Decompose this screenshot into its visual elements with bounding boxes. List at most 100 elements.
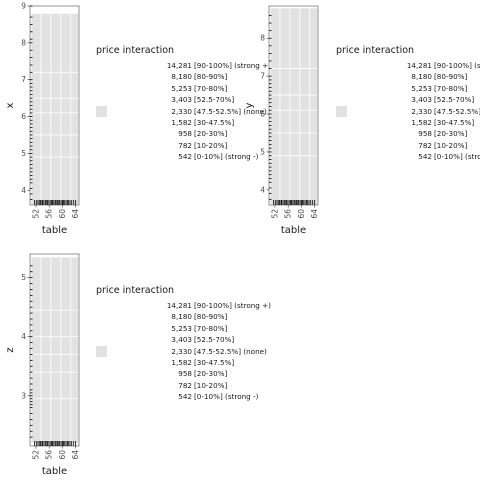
legend-item: 8,180 [80-90%] (336, 71, 480, 82)
heatmap-tile (31, 135, 41, 157)
heatmap-tile (300, 156, 310, 205)
legend-item-count: 1,582 (411, 117, 432, 127)
heatmap-tile (41, 135, 51, 157)
legend-item: 958 [20-30%] (96, 128, 276, 139)
heatmap-tile (51, 372, 61, 399)
legend-item-range: [47.5-52.5%] (none) (194, 346, 267, 356)
panel-z: 3 4 5 52 56 60 64 table z (0, 240, 90, 480)
heatmap-tile (61, 399, 71, 443)
x-tick-label: 52 (31, 450, 40, 460)
legend-item-range: [47.5-52.5%] (none) (434, 106, 480, 116)
heatmap-tile (31, 310, 41, 337)
heatmap-tile (300, 95, 310, 110)
x-tick-label: 52 (31, 209, 40, 219)
y-tick-label: 9 (21, 2, 26, 11)
legend-item-range: [70-80%] (194, 323, 228, 333)
x-tick-label: 56 (45, 209, 54, 219)
heatmap-tile (31, 72, 41, 98)
legend-item-count: 2,330 (171, 106, 192, 116)
heatmap-tile (41, 13, 51, 72)
legend-item-count: 8,180 (171, 72, 192, 82)
legend-item: 3,403 [52.5-70%] (96, 94, 276, 105)
legend-item-range: [47.5-52.5%] (none) (194, 106, 267, 116)
heatmap-tile (300, 133, 310, 156)
legend-item-count: 958 (178, 129, 192, 139)
x-tick-label: 60 (58, 450, 67, 460)
heatmap-tile (51, 337, 61, 355)
legend-item-range: [30-47.5%] (434, 117, 475, 127)
legend-item: 1,582 [30-47.5%] (96, 357, 276, 368)
heatmap-tile (71, 337, 79, 355)
legend-item-range: [0-10%] (strong -) (194, 392, 259, 402)
heatmap-tile (71, 399, 79, 443)
y-tick-label: 8 (260, 34, 265, 43)
heatmap-tile (71, 72, 79, 98)
legend-item-count: 958 (178, 369, 192, 379)
legend-item-range: [30-47.5%] (194, 357, 235, 367)
heatmap-tile (51, 98, 61, 113)
heatmap-tile (31, 399, 41, 443)
y-axis-title: x (5, 102, 16, 108)
heatmap-tile (290, 68, 300, 95)
legend-key-swatch (336, 105, 347, 117)
legend-item-range: [10-20%] (194, 380, 228, 390)
x-tick-label: 64 (71, 450, 80, 460)
legend-item-range: [20-30%] (194, 129, 228, 139)
legend-z: price interaction 14,281 [90-100%] (stro… (96, 285, 271, 401)
heatmap-tile (71, 13, 79, 72)
heatmap-tile (280, 110, 290, 133)
heatmap-tile (61, 98, 71, 113)
heatmap-tile (31, 257, 41, 310)
heatmap-tile (71, 98, 79, 113)
legend-item-count: 3,403 (171, 95, 192, 105)
legend-item-count: 542 (178, 152, 192, 162)
legend-item-count: 1,582 (171, 117, 192, 127)
heatmap-tile (41, 354, 51, 372)
heatmap-tile (51, 399, 61, 443)
legend-item: 14,281 [90-100%] (strong +) (96, 60, 276, 71)
heatmap-tile (290, 133, 300, 156)
y-tick-label: 4 (260, 185, 265, 194)
legend-items: 14,281 [90-100%] (strong +)8,180 [80-90%… (96, 300, 276, 403)
y-tick-label: 6 (21, 112, 26, 121)
legend-item-range: [10-20%] (194, 140, 228, 150)
legend-item-range: [90-100%] (strong +) (194, 61, 271, 70)
legend-title: price interaction (96, 45, 175, 56)
heatmap-tile (41, 399, 51, 443)
heatmap-tile (280, 133, 290, 156)
legend-item: 782 [10-20%] (96, 140, 276, 151)
legend-item-count: 958 (418, 129, 432, 139)
legend-item-count: 1,582 (171, 357, 192, 367)
heatmap-tile (310, 110, 318, 133)
legend-key-swatch (96, 105, 107, 117)
heatmap-tile (41, 157, 51, 205)
x-tick-label: 64 (310, 209, 319, 219)
legend-y: price interaction 14,281 [90-100%] (stro… (336, 45, 480, 161)
legend-item-range: [30-47.5%] (194, 117, 235, 127)
heatmap-tile (310, 95, 318, 110)
heatmap-tile (280, 156, 290, 205)
legend-item-range: [0-10%] (strong -) (194, 152, 259, 162)
heatmap-tile (41, 310, 51, 337)
heatmap-tile (71, 372, 79, 399)
heatmap-tile (41, 372, 51, 399)
legend-item: 14,281 [90-100%] (strong +) (96, 300, 276, 311)
legend-item-range: [0-10%] (strong -) (434, 152, 480, 162)
legend-item: 782 [10-20%] (336, 140, 480, 151)
legend-item: 542 [0-10%] (strong -) (96, 391, 276, 402)
heatmap-tile (300, 8, 310, 69)
legend-item: 3,403 [52.5-70%] (96, 334, 276, 345)
legend-item: 2,330 [47.5-52.5%] (none) (96, 345, 276, 357)
legend-item: 8,180 [80-90%] (96, 71, 276, 82)
panel-y: 4 5 6 7 8 52 56 60 64 table y (240, 0, 330, 240)
legend-item: 5,253 [70-80%] (96, 323, 276, 334)
heatmap-tile (310, 156, 318, 205)
heatmap-tile (51, 13, 61, 72)
heatmap-tile (270, 8, 280, 69)
heatmap-tile (270, 156, 280, 205)
x-tick-label: 52 (270, 209, 279, 219)
heatmap-tile (51, 354, 61, 372)
legend-item-count: 14,281 (166, 301, 192, 310)
